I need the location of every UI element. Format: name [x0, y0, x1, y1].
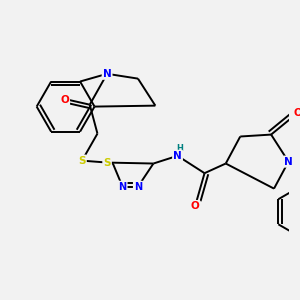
Text: N: N [118, 182, 127, 192]
Text: N: N [134, 182, 142, 192]
Text: O: O [60, 95, 69, 105]
Text: S: S [78, 156, 86, 166]
Text: O: O [190, 201, 199, 211]
Text: O: O [294, 108, 300, 118]
Text: N: N [284, 157, 293, 166]
Text: H: H [176, 144, 183, 153]
Text: N: N [173, 151, 182, 161]
Text: N: N [103, 69, 112, 79]
Text: S: S [103, 158, 111, 168]
